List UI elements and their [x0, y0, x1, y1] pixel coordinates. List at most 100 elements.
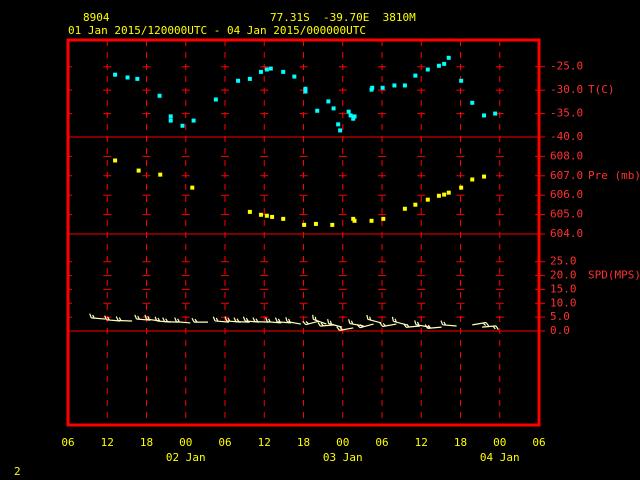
x-tick-label: 00	[493, 436, 506, 449]
data-point	[258, 69, 263, 74]
data-point	[402, 83, 407, 88]
data-point	[352, 218, 357, 223]
data-point	[482, 174, 487, 179]
wind-barb	[174, 317, 191, 324]
data-point	[258, 212, 263, 217]
y-tick-label: 607.0	[550, 169, 583, 182]
data-point	[338, 128, 343, 133]
data-point	[135, 76, 140, 81]
station-location: 77.31S -39.70E 3810M	[270, 11, 416, 24]
data-point	[351, 116, 356, 121]
wind-barb	[233, 317, 250, 323]
data-point	[292, 74, 297, 79]
x-tick-label: 12	[258, 436, 271, 449]
wind-barb	[336, 326, 354, 331]
wind-barb	[414, 320, 430, 328]
data-point	[413, 73, 418, 78]
data-point	[264, 67, 269, 72]
data-point	[113, 72, 118, 77]
wind-barb	[252, 317, 269, 323]
date-label: 03 Jan	[323, 451, 363, 464]
data-point	[370, 85, 375, 90]
date-label: 02 Jan	[166, 451, 206, 464]
y-tick-label: 15.0	[550, 282, 577, 295]
data-point	[281, 216, 286, 221]
wind-barb	[274, 317, 292, 324]
data-point	[470, 100, 475, 105]
data-point	[190, 185, 195, 190]
data-point	[459, 185, 464, 190]
data-point	[413, 202, 418, 207]
data-point	[381, 216, 386, 221]
data-point	[303, 89, 308, 94]
data-point	[302, 222, 307, 227]
wind-barb	[191, 317, 208, 323]
y-tick-label: 608.0	[550, 149, 583, 162]
y-tick-label: -35.0	[550, 107, 583, 120]
plot-frame	[66, 38, 541, 427]
y-tick-label: -40.0	[550, 130, 583, 143]
y-tick-label: 606.0	[550, 188, 583, 201]
wind-barb	[403, 323, 420, 328]
y-tick-label: 605.0	[550, 208, 583, 221]
data-point	[369, 218, 374, 223]
data-point	[446, 190, 451, 195]
wind-barb	[212, 316, 229, 323]
data-point	[442, 192, 447, 197]
y-tick-label: 604.0	[550, 227, 583, 240]
data-point	[380, 85, 385, 90]
date-label: 04 Jan	[480, 451, 520, 464]
wind-barb	[440, 320, 457, 327]
data-point	[315, 108, 320, 113]
data-point	[191, 118, 196, 123]
data-point	[268, 66, 273, 71]
x-tick-label: 18	[297, 436, 310, 449]
wind-barb	[482, 325, 499, 331]
data-point	[236, 78, 241, 83]
data-point	[459, 78, 464, 83]
data-point	[493, 111, 498, 116]
x-tick-label: 12	[415, 436, 428, 449]
data-point	[470, 177, 475, 182]
y-axis-label: SPD(MPS)	[588, 269, 640, 282]
wind-barb	[115, 316, 133, 322]
data-point	[425, 67, 430, 72]
x-tick-label: 00	[179, 436, 192, 449]
x-tick-label: 06	[532, 436, 545, 449]
data-point	[436, 193, 441, 198]
data-point	[168, 114, 173, 119]
data-point	[392, 83, 397, 88]
x-tick-label: 06	[375, 436, 388, 449]
wind-barb	[366, 314, 382, 324]
data-point	[442, 61, 447, 66]
data-point	[281, 69, 286, 74]
data-point	[136, 168, 141, 173]
data-point	[157, 93, 162, 98]
data-point	[113, 158, 118, 163]
data-point	[247, 209, 252, 214]
period: 01 Jan 2015/120000UTC - 04 Jan 2015/0000…	[68, 24, 366, 37]
page-number: 2	[14, 465, 21, 478]
data-point	[331, 106, 336, 111]
x-tick-label: 18	[454, 436, 467, 449]
data-point	[330, 222, 335, 227]
y-tick-label: 5.0	[550, 310, 570, 323]
wind-barb	[379, 322, 397, 328]
wind-barb	[356, 323, 374, 329]
wind-barb	[104, 315, 121, 322]
x-tick-label: 12	[101, 436, 114, 449]
wind-barb	[424, 324, 442, 329]
data-point	[313, 221, 318, 226]
data-point	[168, 118, 173, 123]
data-point	[348, 113, 353, 118]
wind-barb	[327, 318, 343, 328]
wind-barb	[312, 314, 327, 325]
data-point	[425, 197, 430, 202]
data-point	[270, 214, 275, 219]
y-tick-label: -25.0	[550, 60, 583, 73]
y-tick-label: 25.0	[550, 255, 577, 268]
x-tick-label: 06	[61, 436, 74, 449]
data-point	[303, 86, 308, 91]
data-point	[326, 99, 331, 104]
